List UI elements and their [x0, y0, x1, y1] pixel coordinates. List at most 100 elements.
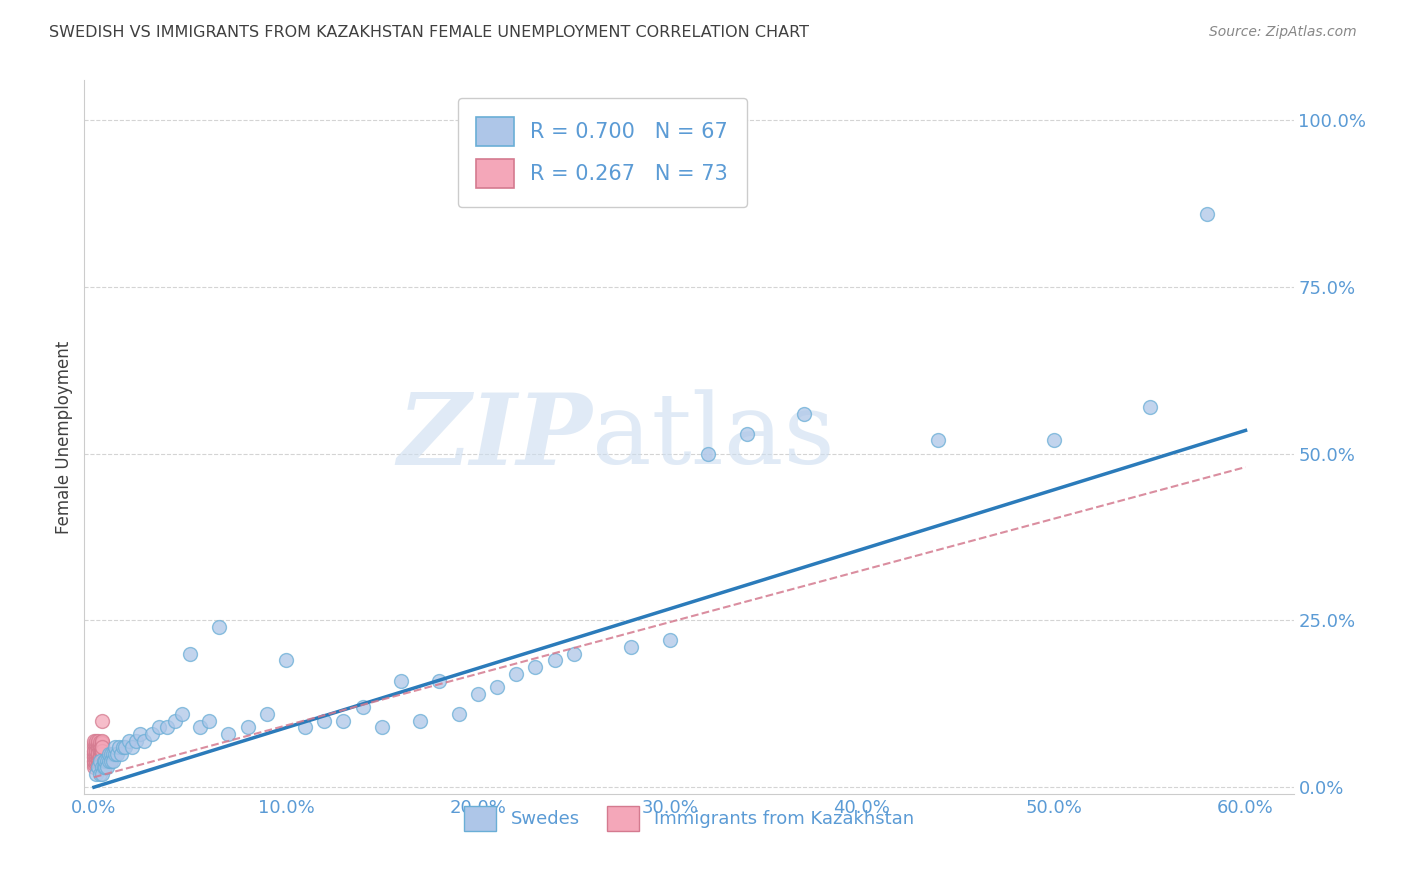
Text: SWEDISH VS IMMIGRANTS FROM KAZAKHSTAN FEMALE UNEMPLOYMENT CORRELATION CHART: SWEDISH VS IMMIGRANTS FROM KAZAKHSTAN FE…: [49, 25, 810, 40]
Point: [927, 434, 949, 448]
Point: [89, 749, 111, 764]
Point: [352, 700, 374, 714]
Point: [87, 755, 110, 769]
Point: [93, 754, 115, 768]
Point: [87, 741, 110, 756]
Point: [83, 750, 105, 764]
Point: [294, 720, 316, 734]
Point: [94, 754, 117, 768]
Point: [90, 748, 112, 763]
Point: [1042, 434, 1064, 448]
Point: [84, 747, 107, 761]
Point: [83, 743, 105, 757]
Point: [90, 740, 112, 755]
Point: [84, 767, 107, 781]
Point: [90, 738, 112, 752]
Point: [87, 751, 110, 765]
Point: [467, 687, 489, 701]
Point: [83, 756, 105, 771]
Point: [111, 740, 134, 755]
Point: [163, 714, 186, 728]
Point: [371, 720, 394, 734]
Point: [89, 748, 111, 763]
Point: [83, 733, 105, 747]
Legend: Swedes, Immigrants from Kazakhstan: Swedes, Immigrants from Kazakhstan: [457, 798, 921, 838]
Point: [156, 720, 179, 734]
Point: [84, 756, 107, 771]
Point: [96, 760, 118, 774]
Point: [90, 746, 112, 760]
Point: [83, 760, 105, 774]
Point: [90, 754, 112, 768]
Point: [100, 754, 122, 768]
Point: [735, 426, 758, 441]
Point: [1197, 207, 1219, 221]
Point: [129, 727, 152, 741]
Point: [90, 760, 112, 774]
Point: [90, 736, 112, 750]
Point: [87, 752, 110, 766]
Point: [125, 733, 148, 747]
Point: [90, 755, 112, 769]
Point: [90, 739, 112, 753]
Point: [89, 740, 111, 755]
Point: [83, 750, 105, 764]
Point: [90, 752, 112, 766]
Point: [100, 747, 122, 761]
Point: [89, 752, 111, 766]
Point: [83, 747, 105, 761]
Point: [87, 746, 110, 760]
Point: [101, 754, 124, 768]
Point: [562, 647, 585, 661]
Point: [409, 714, 432, 728]
Point: [105, 747, 128, 761]
Point: [524, 660, 547, 674]
Text: Source: ZipAtlas.com: Source: ZipAtlas.com: [1209, 25, 1357, 39]
Point: [90, 744, 112, 758]
Point: [90, 735, 112, 749]
Point: [114, 740, 136, 755]
Point: [101, 747, 124, 761]
Point: [543, 653, 565, 667]
Point: [89, 743, 111, 757]
Point: [96, 754, 118, 768]
Point: [90, 749, 112, 764]
Point: [84, 743, 107, 757]
Y-axis label: Female Unemployment: Female Unemployment: [55, 341, 73, 533]
Point: [83, 754, 105, 768]
Point: [90, 747, 112, 761]
Point: [89, 735, 111, 749]
Point: [84, 740, 107, 755]
Point: [84, 750, 107, 764]
Point: [83, 754, 105, 768]
Point: [89, 755, 111, 769]
Point: [90, 751, 112, 765]
Point: [108, 740, 131, 755]
Point: [90, 743, 112, 757]
Point: [87, 747, 110, 761]
Point: [98, 754, 121, 768]
Point: [90, 747, 112, 761]
Point: [90, 740, 112, 755]
Point: [89, 738, 111, 752]
Point: [90, 752, 112, 766]
Point: [793, 407, 815, 421]
Point: [87, 748, 110, 763]
Point: [110, 747, 132, 761]
Point: [89, 767, 111, 781]
Point: [94, 760, 117, 774]
Point: [90, 733, 112, 747]
Point: [1139, 400, 1161, 414]
Point: [697, 447, 720, 461]
Point: [274, 653, 297, 667]
Point: [90, 749, 112, 764]
Point: [87, 739, 110, 753]
Point: [84, 747, 107, 761]
Point: [84, 743, 107, 757]
Point: [84, 754, 107, 768]
Point: [148, 720, 170, 734]
Point: [256, 706, 278, 721]
Point: [83, 737, 105, 751]
Point: [505, 666, 527, 681]
Point: [87, 736, 110, 750]
